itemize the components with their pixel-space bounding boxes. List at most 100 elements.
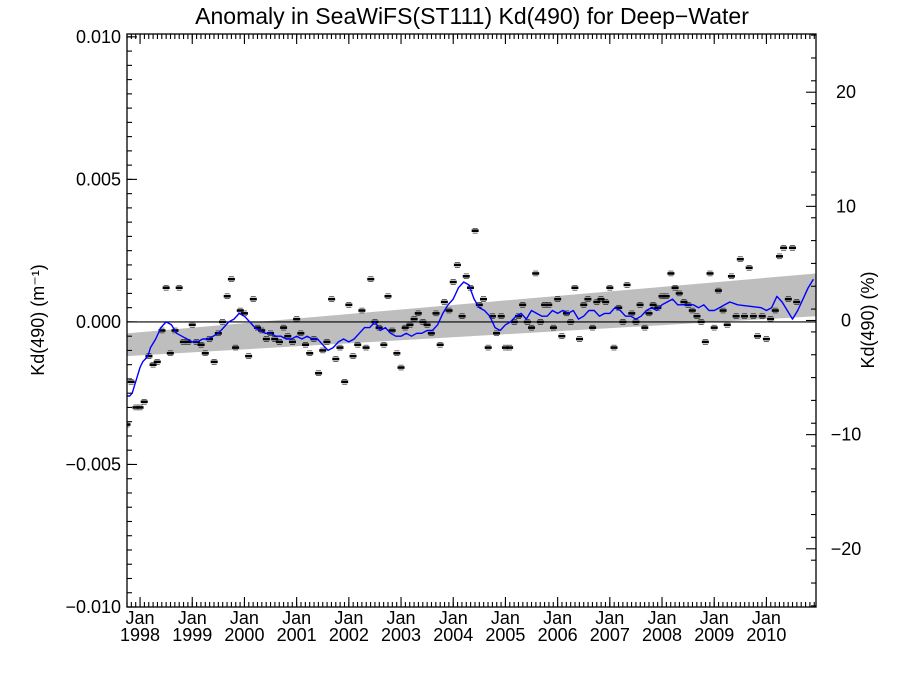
monthly-point-mark: [188, 323, 196, 327]
monthly-point-mark: [145, 354, 153, 358]
monthly-point-mark: [258, 329, 266, 332]
monthly-point: [701, 339, 709, 345]
monthly-point-mark: [219, 320, 227, 324]
monthly-point: [484, 344, 492, 351]
monthly-point: [280, 324, 288, 331]
monthly-point: [201, 350, 209, 356]
monthly-point: [384, 293, 392, 299]
monthly-point: [136, 404, 144, 411]
x-tick-year-label: 2001: [277, 625, 317, 645]
monthly-point-mark: [606, 286, 614, 290]
monthly-point-mark: [619, 320, 627, 324]
monthly-point: [445, 307, 453, 314]
monthly-point: [667, 270, 675, 277]
monthly-point-mark: [401, 326, 409, 329]
monthly-point: [210, 359, 218, 365]
x-tick-year-label: 2002: [329, 625, 369, 645]
monthly-point-mark: [536, 320, 544, 324]
monthly-point-mark: [349, 354, 357, 358]
left-tick-label: 0.010: [76, 27, 121, 47]
monthly-point-mark: [362, 346, 370, 349]
monthly-point: [367, 276, 375, 282]
monthly-point: [798, 0, 805, 3]
monthly-point-mark: [158, 329, 166, 332]
x-tick-year-label: 2007: [590, 625, 630, 645]
monthly-point-mark: [297, 332, 305, 335]
monthly-point-mark: [341, 380, 349, 384]
monthly-point-mark: [367, 277, 375, 281]
monthly-point: [671, 285, 679, 291]
monthly-point-mark: [236, 309, 244, 312]
monthly-point-mark: [580, 303, 588, 307]
running-mean-line: [127, 278, 814, 397]
left-tick-label: 0.005: [76, 169, 121, 189]
monthly-point-mark: [384, 294, 392, 298]
monthly-point: [710, 324, 718, 331]
monthly-point-mark: [749, 314, 757, 318]
monthly-point-mark: [680, 300, 688, 304]
monthly-point-mark: [632, 320, 640, 324]
monthly-point: [558, 333, 566, 339]
x-tick-month-label: Jan: [126, 608, 155, 628]
monthly-point-mark: [545, 303, 553, 307]
monthly-point-mark: [727, 275, 735, 278]
monthly-point-mark: [197, 343, 205, 347]
monthly-point-mark: [488, 314, 496, 318]
monthly-point: [127, 379, 135, 385]
monthly-point: [576, 336, 584, 342]
monthly-point: [523, 319, 531, 325]
monthly-point-mark: [280, 326, 288, 329]
x-tick-month-label: Jan: [439, 608, 468, 628]
monthly-points: [127, 0, 805, 428]
monthly-point: [406, 322, 414, 328]
monthly-point-mark: [462, 275, 470, 278]
x-tick-year-label: 2004: [433, 625, 473, 645]
monthly-point-mark: [767, 317, 775, 321]
monthly-point: [397, 364, 405, 371]
monthly-point: [414, 310, 422, 317]
monthly-point-mark: [675, 292, 683, 295]
monthly-point-mark: [175, 286, 183, 290]
monthly-point: [589, 324, 597, 331]
monthly-point-mark: [754, 334, 762, 338]
chart-title: Anomaly in SeaWiFS(ST111) Kd(490) for De…: [195, 3, 749, 29]
monthly-point-mark: [354, 343, 362, 347]
monthly-point: [293, 316, 301, 322]
monthly-point-mark: [589, 326, 597, 329]
monthly-point-mark: [658, 294, 666, 298]
monthly-point: [328, 296, 336, 302]
monthly-point-mark: [697, 320, 705, 324]
monthly-point-mark: [440, 300, 448, 304]
monthly-point-mark: [223, 294, 231, 298]
monthly-point: [132, 404, 140, 411]
monthly-point: [771, 307, 779, 314]
monthly-point-mark: [293, 317, 301, 321]
right-tick-label: 20: [836, 82, 856, 102]
monthly-point: [219, 319, 227, 325]
monthly-point-mark: [593, 300, 601, 304]
monthly-point-mark: [480, 297, 488, 301]
monthly-point: [449, 279, 457, 285]
monthly-point: [567, 319, 575, 325]
monthly-point: [262, 336, 270, 342]
x-tick-month-label: Jan: [752, 608, 781, 628]
monthly-point-mark: [471, 229, 479, 233]
monthly-point-mark: [284, 334, 292, 338]
monthly-point-mark: [179, 340, 187, 344]
monthly-point-mark: [771, 309, 779, 312]
monthly-point: [393, 350, 401, 356]
monthly-point-mark: [275, 340, 283, 344]
monthly-point-mark: [232, 346, 240, 349]
monthly-point-mark: [789, 246, 797, 250]
right-tick-label: 0: [841, 311, 851, 331]
monthly-point: [727, 273, 735, 280]
x-tick-year-label: 2000: [224, 625, 264, 645]
monthly-point-mark: [410, 317, 418, 321]
monthly-point: [471, 228, 479, 234]
monthly-point: [732, 313, 740, 319]
monthly-point: [245, 353, 253, 359]
monthly-point: [480, 296, 488, 302]
monthly-point-mark: [571, 286, 579, 290]
monthly-point-mark: [740, 314, 748, 318]
monthly-point: [458, 313, 466, 319]
